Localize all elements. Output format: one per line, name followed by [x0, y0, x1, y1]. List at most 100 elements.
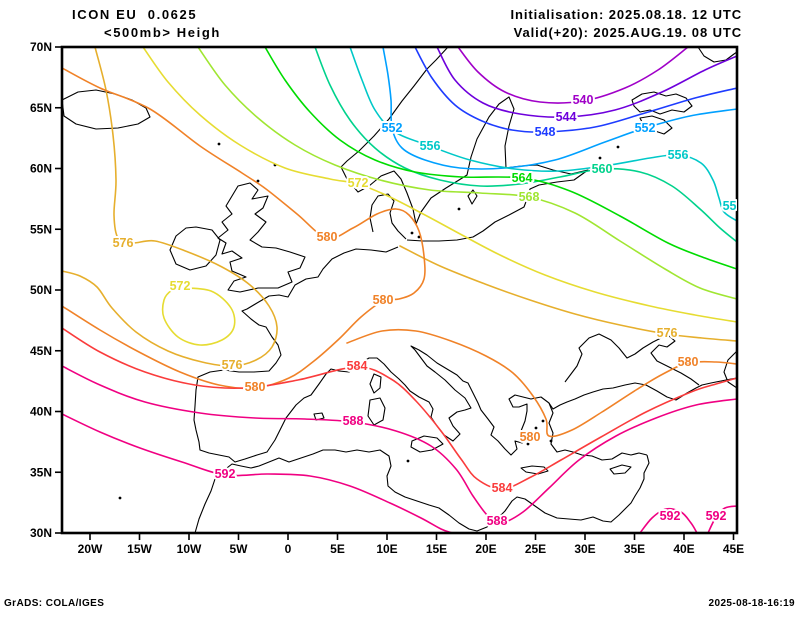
lat-axis-label: 60N — [30, 162, 52, 176]
contour-label-556: 556 — [668, 148, 689, 162]
contour-label-576: 576 — [657, 326, 678, 340]
contour-592 — [62, 413, 453, 533]
contour-label-588: 588 — [487, 514, 508, 528]
valid-time-title: Valid(+20): 2025.AUG.19. 08 UTC — [513, 25, 742, 40]
contour-label-588: 588 — [343, 414, 364, 428]
lat-axis-label: 30N — [30, 526, 52, 540]
model-title: ICON EU 0.0625 — [72, 7, 198, 22]
contour-label-544: 544 — [556, 110, 577, 124]
coastline — [609, 464, 632, 475]
lon-axis-label: 15W — [127, 542, 152, 556]
lon-axis-label: 30E — [574, 542, 595, 556]
contour-label-564: 564 — [512, 171, 533, 185]
coastline — [313, 412, 325, 421]
lon-axis-label: 0 — [285, 542, 292, 556]
contour-label-592: 592 — [660, 509, 681, 523]
lat-axis-label: 45N — [30, 344, 52, 358]
contour-572 — [142, 47, 737, 323]
island-dots — [118, 142, 620, 500]
contour-592 — [639, 507, 698, 533]
lon-axis-label: 20W — [78, 542, 103, 556]
contour-label-580: 580 — [317, 230, 338, 244]
coastline — [169, 226, 221, 271]
contour-552 — [382, 47, 737, 170]
init-time-title: Initialisation: 2025.08.18. 12 UTC — [510, 7, 742, 22]
lon-axis-label: 35E — [624, 542, 645, 556]
coastline — [410, 435, 444, 453]
coastline — [217, 182, 306, 293]
lon-axis-label: 25E — [525, 542, 546, 556]
map-frame — [60, 45, 739, 535]
coastline — [564, 333, 700, 386]
contour-label-572: 572 — [170, 279, 191, 293]
contour-label-592: 592 — [215, 467, 236, 481]
contour-label-556: 556 — [420, 139, 441, 153]
coastline — [193, 246, 737, 463]
contour-label-584: 584 — [347, 359, 368, 373]
coastline — [548, 402, 648, 461]
contour-592 — [707, 505, 737, 533]
contour-label-548: 548 — [535, 125, 556, 139]
contour-label-576: 576 — [222, 358, 243, 372]
coastline — [697, 47, 737, 63]
coastline — [639, 115, 673, 135]
contour-label-552: 552 — [635, 121, 656, 135]
lon-axis-label: 5W — [230, 542, 249, 556]
axes: 70N 65N 60N 55N 50N 45N 40N 35N 30N 20W 15W 10W 5W 0 5… — [30, 40, 744, 556]
lon-axis-label: 40E — [673, 542, 694, 556]
contour-560 — [314, 47, 737, 243]
contour-588 — [62, 365, 737, 524]
coastline — [367, 397, 386, 426]
contour-label-572: 572 — [348, 176, 369, 190]
coastline — [723, 350, 737, 389]
contour-544 — [436, 47, 737, 118]
contour-564 — [264, 47, 737, 270]
lon-axis-label: 10W — [177, 542, 202, 556]
contour-lines — [62, 47, 737, 533]
lon-axis-label: 5E — [330, 542, 345, 556]
coastline — [631, 91, 693, 115]
contour-label-576: 576 — [113, 236, 134, 250]
contour-584 — [62, 327, 737, 490]
contour-label-568: 568 — [519, 190, 540, 204]
coastline — [369, 373, 382, 394]
lat-axis-label: 40N — [30, 405, 52, 419]
contour-568 — [197, 47, 737, 300]
lon-axis-label: 45E — [723, 542, 744, 556]
contour-548 — [414, 47, 737, 133]
contour-label-580: 580 — [373, 293, 394, 307]
lat-axis-label: 50N — [30, 283, 52, 297]
contour-556 — [349, 47, 737, 222]
contour-label-556: 556 — [723, 199, 744, 213]
contour-label-580: 580 — [678, 355, 699, 369]
lat-axis-label: 65N — [30, 101, 52, 115]
contour-label-552: 552 — [382, 121, 403, 135]
contour-label-540: 540 — [573, 93, 594, 107]
render-timestamp: 2025-08-18-16:19 — [708, 598, 795, 609]
field-title: <500mb> Heigh — [104, 25, 221, 40]
contour-label-584: 584 — [492, 481, 513, 495]
coastline — [340, 47, 589, 242]
lat-axis-label: 70N — [30, 40, 52, 54]
contour-572 — [161, 287, 236, 346]
contour-576 — [399, 245, 737, 342]
lat-axis-label: 35N — [30, 465, 52, 479]
contour-label-592: 592 — [706, 509, 727, 523]
lon-axis-label: 20E — [475, 542, 496, 556]
lon-axis-label: 15E — [426, 542, 447, 556]
coastline — [520, 465, 549, 475]
contour-576 — [62, 47, 278, 367]
coastlines — [62, 47, 737, 533]
coastline — [194, 449, 650, 533]
contour-label-580: 580 — [245, 380, 266, 394]
lon-axis-label: 10E — [376, 542, 397, 556]
grads-credit: GrADS: COLA/IGES — [4, 598, 105, 609]
contour-580 — [346, 328, 737, 438]
coastline — [369, 193, 407, 240]
contour-540 — [457, 47, 689, 104]
contour-label-560: 560 — [592, 162, 613, 176]
coastline — [62, 89, 151, 130]
